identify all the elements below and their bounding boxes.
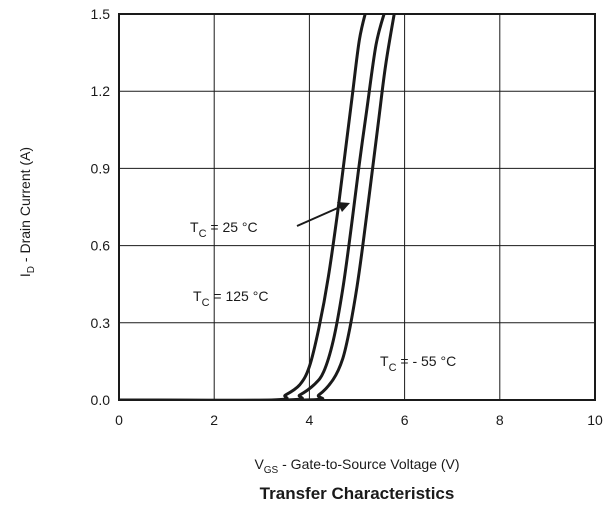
y-tick-label: 0.6 — [91, 238, 111, 254]
y-tick-label: 1.5 — [91, 6, 111, 22]
grid-lines — [119, 14, 595, 400]
x-tick-label: 4 — [306, 412, 314, 428]
y-tick-label: 0.3 — [91, 315, 111, 331]
x-tick-label: 0 — [115, 412, 123, 428]
y-tick-label: 1.2 — [91, 83, 111, 99]
series-line-2 — [119, 14, 386, 400]
x-axis-label: VGS - Gate-to-Source Voltage (V) — [254, 456, 459, 476]
y-tick-label: 0.9 — [91, 160, 111, 176]
annotation-tc-minus55: TC = - 55 °C — [380, 353, 456, 374]
annotation-tc-25: TC = 25 °C — [190, 219, 258, 240]
x-tick-label: 6 — [401, 412, 409, 428]
annotation-tc-125: TC = 125 °C — [193, 288, 268, 309]
series-curves — [119, 14, 396, 400]
annotation-arrow-head — [337, 202, 350, 212]
x-tick-label: 2 — [210, 412, 218, 428]
y-axis-label: ID - Drain Current (A) — [17, 147, 37, 277]
annotation-arrow-line — [296, 206, 341, 227]
chart-title: Transfer Characteristics — [260, 484, 455, 503]
x-tick-label: 8 — [496, 412, 504, 428]
x-tick-label: 10 — [587, 412, 603, 428]
series-line-1 — [119, 14, 367, 400]
plot-frame — [118, 13, 596, 401]
y-tick-label: 0.0 — [91, 392, 111, 408]
tick-labels: 0 2 4 6 8 10 0.0 0.3 0.6 0.9 1.2 1.5 — [91, 6, 603, 428]
